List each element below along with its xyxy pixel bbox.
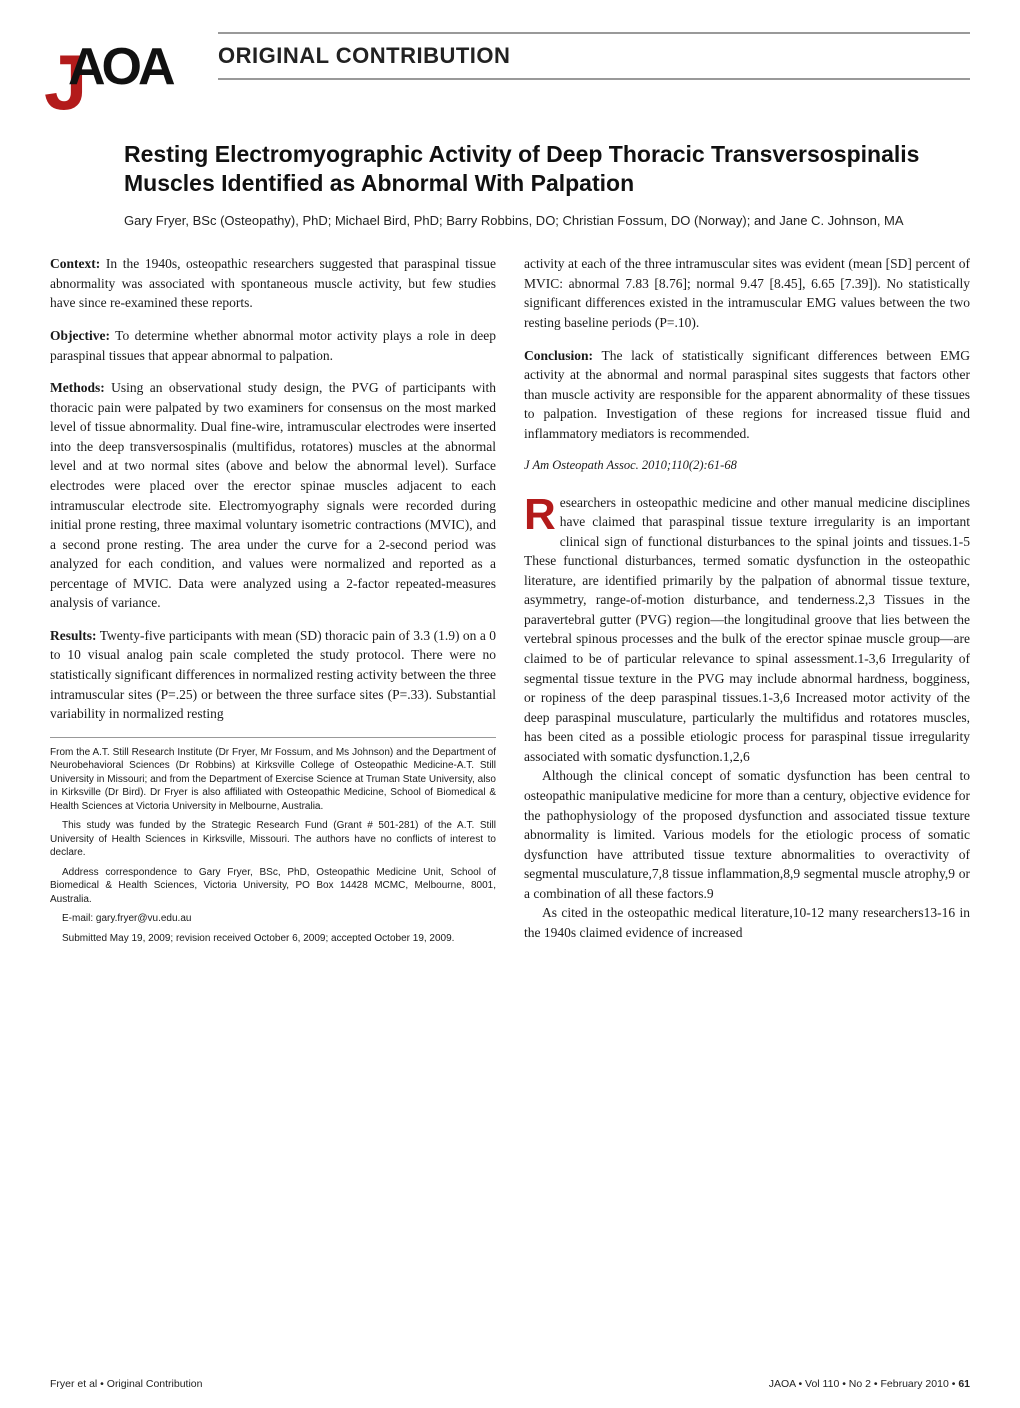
footnotes: From the A.T. Still Research Institute (…: [50, 746, 496, 946]
logo-aoa-letters: AOA: [68, 30, 172, 105]
footnote-dates: Submitted May 19, 2009; revision receive…: [50, 932, 496, 946]
abstract-methods: Methods: Using an observational study de…: [50, 378, 496, 613]
footnote-email: E-mail: gary.fryer@vu.edu.au: [50, 912, 496, 926]
footnote-correspondence: Address correspondence to Gary Fryer, BS…: [50, 866, 496, 907]
section-heading: ORIGINAL CONTRIBUTION: [218, 32, 970, 80]
objective-text: To determine whether abnormal motor acti…: [50, 328, 496, 363]
article-body: Researchers in osteopathic medicine and …: [524, 493, 970, 943]
abstract-context: Context: In the 1940s, osteopathic resea…: [50, 254, 496, 313]
journal-logo: J AOA: [50, 24, 200, 108]
article-header: Resting Electromyographic Activity of De…: [124, 140, 970, 230]
column-left: Context: In the 1940s, osteopathic resea…: [50, 254, 496, 951]
body-paragraph-1: Researchers in osteopathic medicine and …: [524, 493, 970, 767]
masthead: J AOA ORIGINAL CONTRIBUTION: [50, 24, 970, 108]
footnote-funding: This study was funded by the Strategic R…: [50, 819, 496, 860]
column-right: activity at each of the three intramuscu…: [524, 254, 970, 951]
body-paragraph-2: Although the clinical concept of somatic…: [524, 766, 970, 903]
results-label: Results:: [50, 628, 97, 643]
footer-left: Fryer et al • Original Contribution: [50, 1377, 203, 1392]
dropcap-letter: R: [524, 493, 560, 533]
context-text: In the 1940s, osteopathic researchers su…: [50, 256, 496, 310]
footer-right: JAOA • Vol 110 • No 2 • February 2010 • …: [769, 1377, 970, 1392]
author-list: Gary Fryer, BSc (Osteopathy), PhD; Micha…: [124, 212, 970, 231]
body-p1-text: esearchers in osteopathic medicine and o…: [524, 495, 970, 764]
abstract-objective: Objective: To determine whether abnormal…: [50, 326, 496, 365]
context-label: Context:: [50, 256, 100, 271]
journal-citation: J Am Osteopath Assoc. 2010;110(2):61-68: [524, 456, 970, 474]
conclusion-label: Conclusion:: [524, 348, 593, 363]
abstract-results-b: activity at each of the three intramuscu…: [524, 254, 970, 332]
footnote-divider: [50, 737, 496, 738]
page-footer: Fryer et al • Original Contribution JAOA…: [50, 1377, 970, 1392]
footnote-affiliations: From the A.T. Still Research Institute (…: [50, 746, 496, 814]
objective-label: Objective:: [50, 328, 110, 343]
two-column-layout: Context: In the 1940s, osteopathic resea…: [50, 254, 970, 951]
body-paragraph-3: As cited in the osteopathic medical lite…: [524, 903, 970, 942]
methods-text: Using an observational study design, the…: [50, 380, 496, 610]
article-title: Resting Electromyographic Activity of De…: [124, 140, 970, 198]
abstract-conclusion: Conclusion: The lack of statistically si…: [524, 346, 970, 444]
abstract-results-a: Results: Twenty-five participants with m…: [50, 626, 496, 724]
results-text-a: Twenty-five participants with mean (SD) …: [50, 628, 496, 721]
methods-label: Methods:: [50, 380, 105, 395]
